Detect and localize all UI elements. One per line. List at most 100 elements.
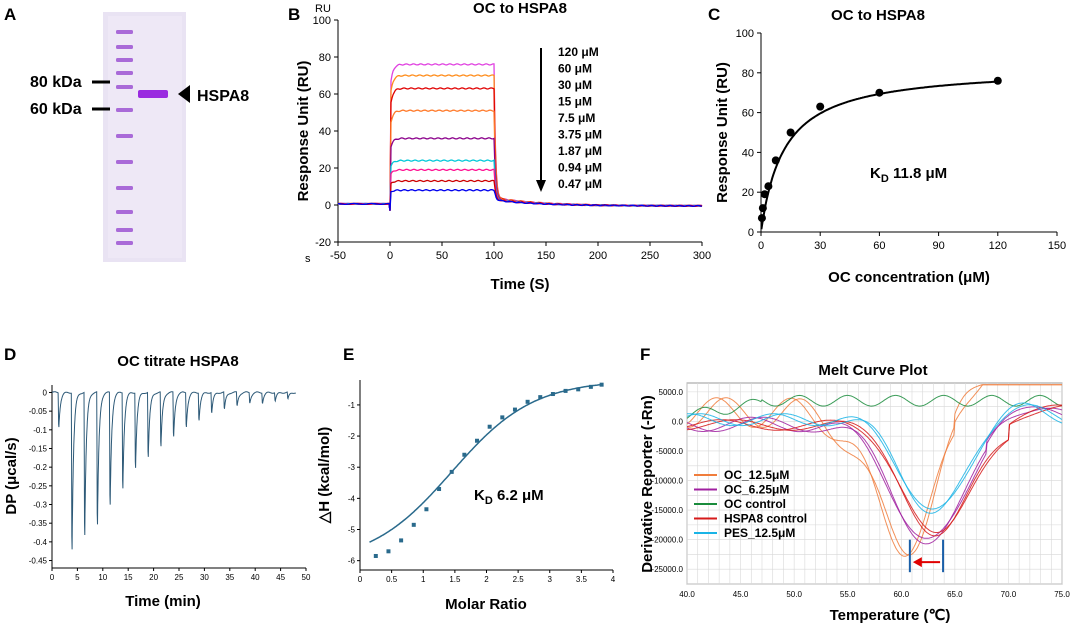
- chart-title: OC to HSPA8: [831, 7, 925, 24]
- x-tick-label: 65.0: [947, 590, 963, 599]
- data-point: [500, 415, 505, 420]
- x-tick-label: 0.5: [386, 575, 398, 584]
- x-tick-label: 20: [149, 573, 158, 582]
- y-tick-label: -0.05: [29, 407, 48, 416]
- sensorgram-line: [337, 109, 703, 211]
- y-tick-label: -0.2: [33, 463, 47, 472]
- x-tick-label: 10: [98, 573, 107, 582]
- x-tick-label: 90: [932, 240, 944, 252]
- concentration-label: 15 μM: [558, 95, 592, 109]
- x-tick-label: 50: [436, 250, 448, 262]
- data-point: [588, 384, 593, 389]
- chart-title: Melt Curve Plot: [818, 362, 927, 379]
- legend-label: OC_12.5μM: [724, 468, 789, 482]
- melt-curve: [686, 394, 1063, 419]
- y-tick-label: -0.3: [33, 501, 47, 510]
- x-tick-label: 40: [251, 573, 260, 582]
- chart-f: 5000.0 0.0 -5000.0 -10000.0 -15000.0 -20000.0…: [639, 362, 1070, 624]
- x-tick-label: 200: [589, 250, 607, 262]
- data-point: [487, 424, 492, 429]
- panel-label-d: D: [4, 345, 16, 364]
- y-tick-label: 100: [736, 28, 754, 40]
- x-axis-title: OC concentration (μM): [828, 269, 990, 286]
- x-tick-label: 150: [537, 250, 555, 262]
- y-tick-label: -0.1: [33, 426, 47, 435]
- x-axis-title: Molar Ratio: [445, 596, 527, 613]
- x-tick-label: 75.0: [1054, 590, 1070, 599]
- y-axis-title: Response Unit (RU): [714, 62, 731, 203]
- concentration-label: 1.87 μM: [558, 144, 602, 158]
- panel-label-b: B: [288, 5, 300, 24]
- x-tick-label: 50: [302, 573, 311, 582]
- y-tick-label: 0: [325, 200, 331, 212]
- data-point: [462, 452, 467, 457]
- chart-title: OC to HSPA8: [473, 0, 567, 17]
- legend-label: OC_6.25μM: [724, 483, 789, 497]
- y-tick-label: 100: [313, 15, 331, 27]
- y-tick-label: -3: [348, 463, 356, 472]
- chart-b: -20 0 20 40 60 80 100 -50 0 50 100 150 200 250 300 OC t…: [295, 0, 711, 293]
- x-tick-label: 120: [989, 240, 1007, 252]
- concentration-label: 0.47 μM: [558, 177, 602, 191]
- x-tick-label: 60.0: [893, 590, 909, 599]
- x-tick-label: 40.0: [679, 590, 695, 599]
- concentration-label: 60 μM: [558, 62, 592, 76]
- x-tick-label: 5: [75, 573, 80, 582]
- sensorgram-line: [337, 137, 703, 211]
- ladder-band: [116, 85, 133, 89]
- y-tick-label: -20: [315, 237, 331, 249]
- x-tick-label: 0: [758, 240, 764, 252]
- legend-label: PES_12.5μM: [724, 526, 795, 540]
- y-tick-label: 0: [43, 388, 48, 397]
- y-tick-label: 0.0: [672, 417, 684, 426]
- x-tick-label: 25: [175, 573, 184, 582]
- data-point: [512, 407, 517, 412]
- data-point: [475, 438, 480, 443]
- x-tick-label: 30: [200, 573, 209, 582]
- y-tick-label: -5000.0: [656, 447, 684, 456]
- kd-annotation-e: KD 6.2 μM: [474, 487, 544, 507]
- x-tick-label: 0: [358, 575, 363, 584]
- y-tick-label: -0.4: [33, 538, 47, 547]
- plot-area: [686, 382, 1063, 585]
- x-tick-label: 15: [124, 573, 133, 582]
- y-tick-label: -0.15: [29, 444, 48, 453]
- melt-curve: [686, 384, 1062, 557]
- data-point: [550, 392, 555, 397]
- concentration-labels: 120 μM 60 μM 30 μM 15 μM 7.5 μM 3.75 μM 1.87 μ…: [558, 45, 602, 191]
- concentration-label: 7.5 μM: [558, 111, 595, 125]
- data-point: [373, 553, 378, 558]
- x-tick-label: 250: [641, 250, 659, 262]
- fit-curve: [369, 383, 603, 543]
- unit-label-ru: RU: [315, 3, 331, 15]
- y-tick-label: 80: [319, 52, 331, 64]
- x-tick-label: 1: [421, 575, 426, 584]
- ladder-band: [116, 108, 133, 112]
- ladder-band: [116, 134, 133, 138]
- band-arrow-icon: [178, 85, 190, 103]
- data-point: [538, 395, 543, 400]
- down-arrow-icon: [536, 180, 546, 192]
- x-tick-label: 150: [1048, 240, 1066, 252]
- concentration-label: 120 μM: [558, 45, 599, 59]
- sensorgram-line: [337, 168, 703, 211]
- panel-label-e: E: [343, 345, 354, 364]
- fit-curve: [760, 80, 998, 230]
- ladder-band: [116, 241, 133, 245]
- data-point: [764, 182, 773, 191]
- gel-image: [103, 12, 186, 262]
- ladder-band: [116, 228, 133, 232]
- y-tick-label: 0: [748, 227, 754, 239]
- x-tick-label: 3.5: [576, 575, 588, 584]
- x-tick-label: 2.5: [513, 575, 525, 584]
- marker-60kda: 60 kDa: [30, 101, 110, 118]
- x-axis-title: Time (min): [125, 593, 201, 610]
- data-point: [786, 128, 795, 137]
- data-point: [757, 214, 766, 223]
- x-tick-label: 300: [693, 250, 711, 262]
- y-tick-label: 5000.0: [659, 388, 684, 397]
- y-tick-label: 40: [319, 126, 331, 138]
- data-point: [386, 549, 391, 554]
- y-tick-label: 20: [742, 187, 754, 199]
